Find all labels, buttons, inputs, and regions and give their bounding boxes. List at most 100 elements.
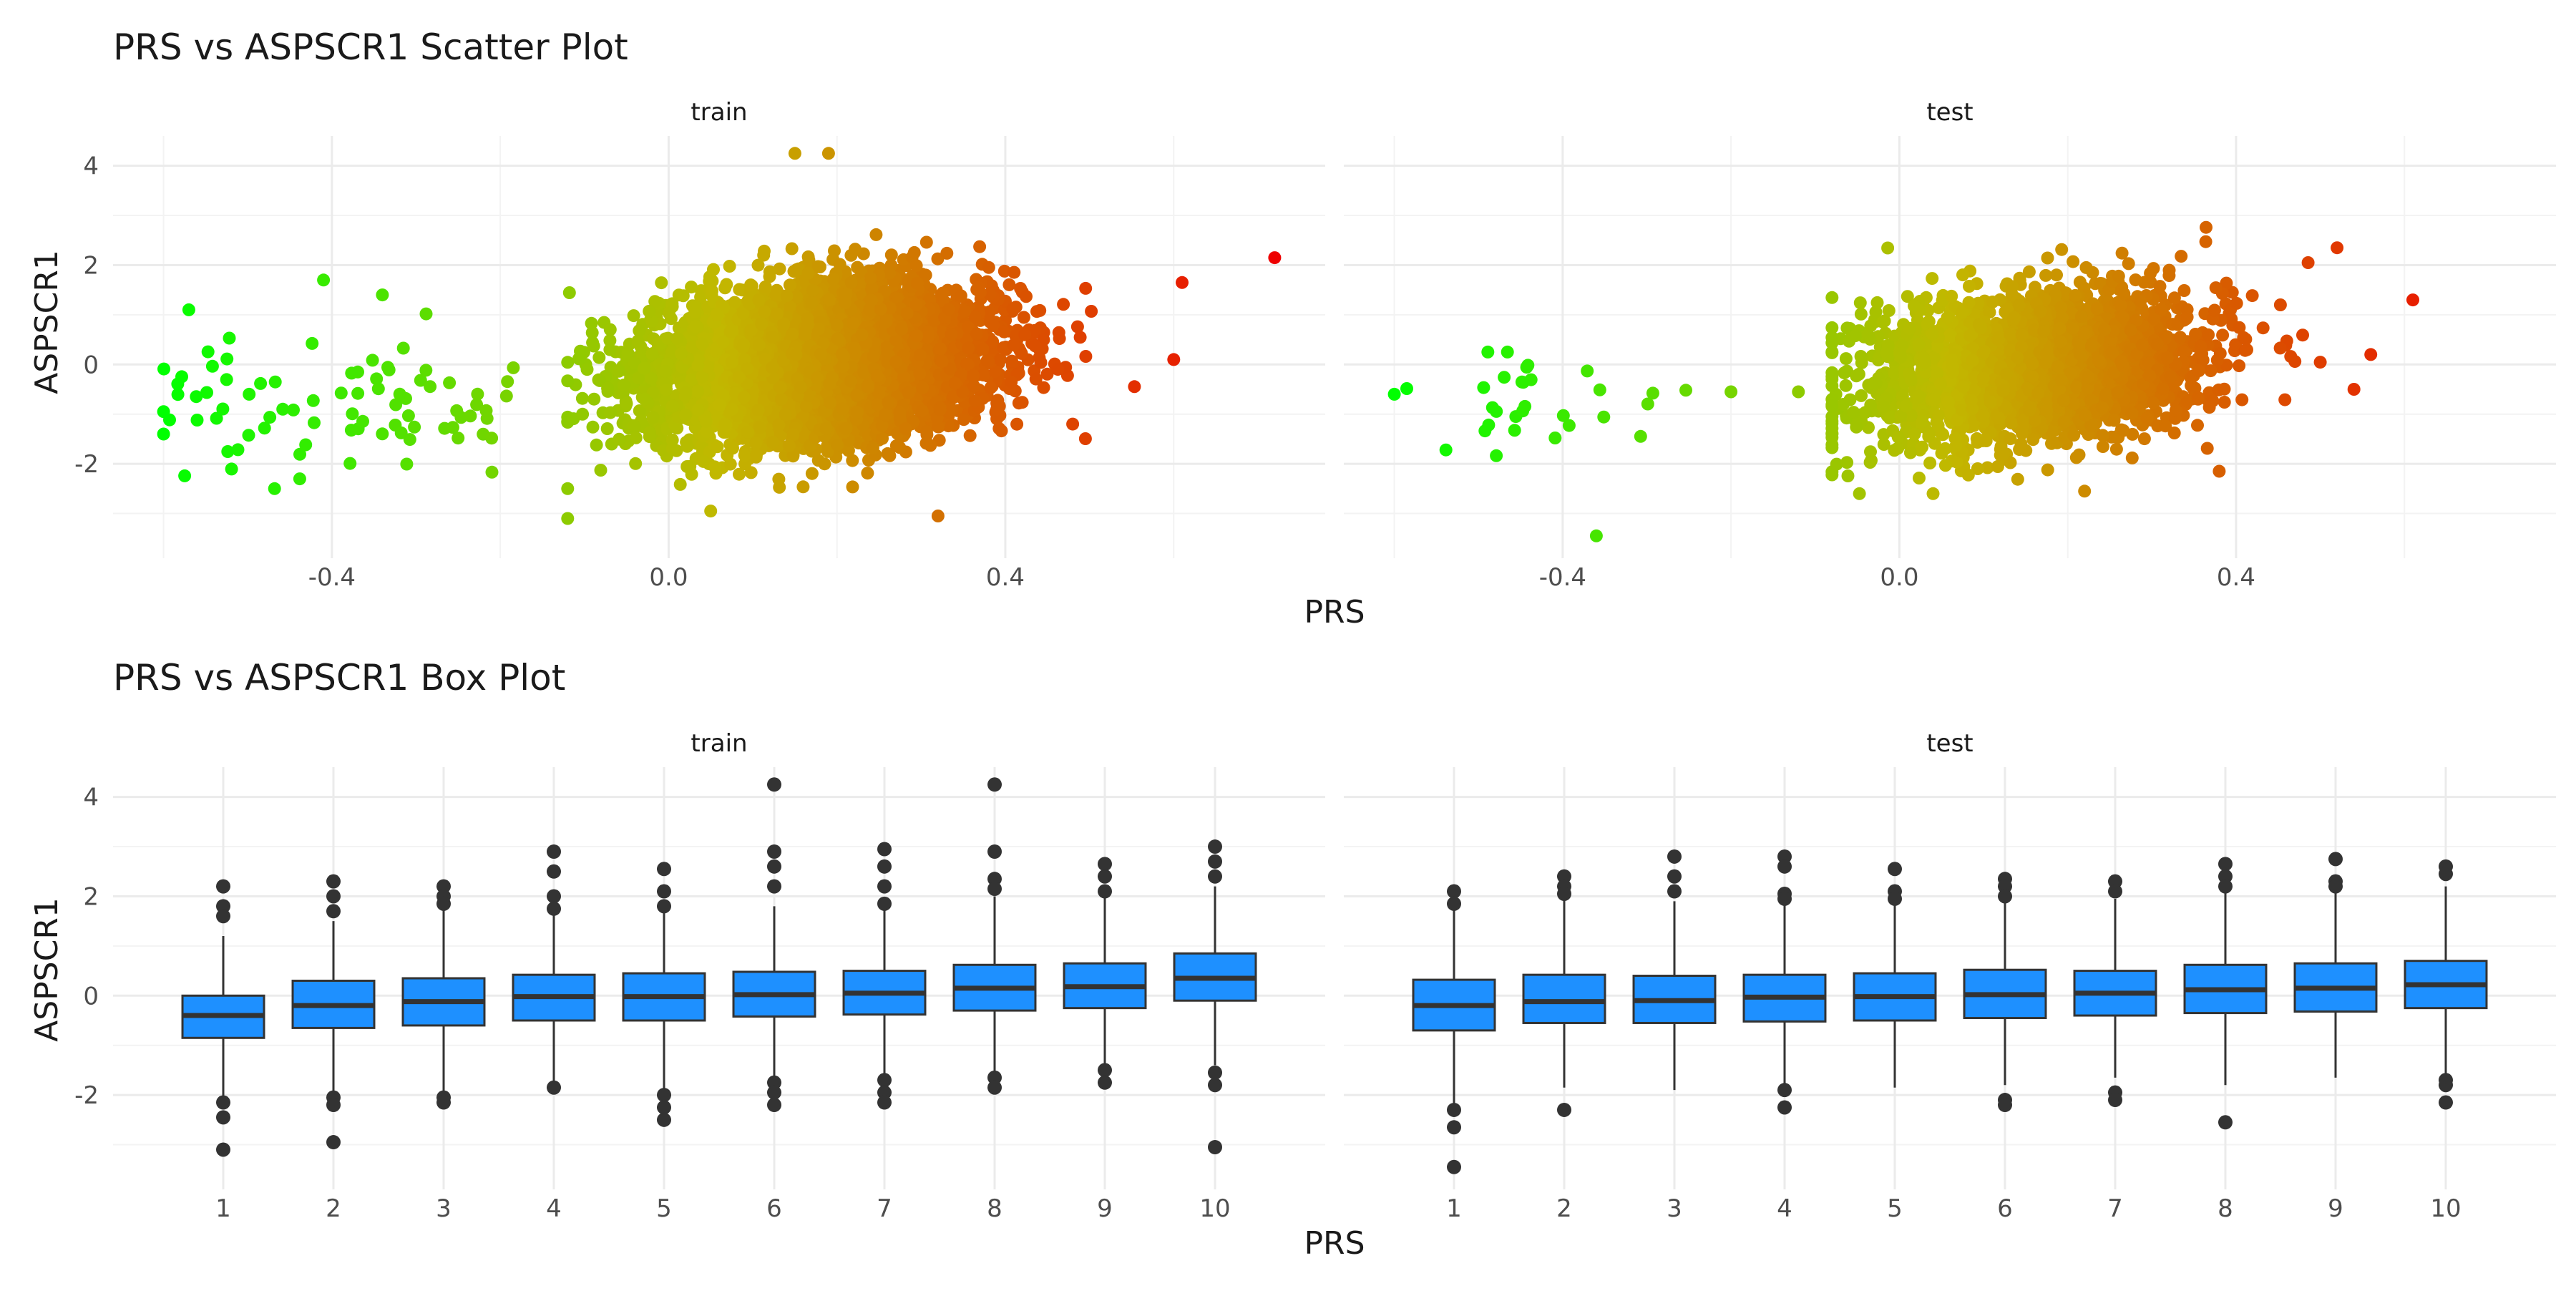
scatter-point [450,404,463,417]
scatter-point [711,440,724,453]
scatter-point [749,437,762,449]
scatter-point [913,367,926,380]
scatter-point [299,439,312,452]
scatter-point [263,411,276,424]
scatter-point [356,415,369,428]
scatter-point [958,305,971,318]
scatter-point [335,386,348,399]
scatter-point [345,366,358,379]
scatter-point [847,317,859,330]
scatter-point [1008,266,1020,279]
scatter-point [773,481,786,494]
scatter-point [595,464,608,477]
scatter-point [680,460,693,473]
scatter-point [419,364,432,376]
scatter-point [738,449,751,462]
scatter-point [901,307,914,320]
scatter-point [910,259,923,272]
scatter-point [839,422,852,435]
scatter-point [638,393,651,406]
scatter-point [861,467,874,479]
scatter-point [420,308,433,321]
scatter-point [713,399,726,411]
scatter-point [688,306,701,318]
scatter-point [581,363,594,376]
scatter-point [464,409,477,422]
scatter-point [818,457,831,470]
scatter-point [964,429,977,442]
scatter-point [202,346,215,359]
scatter-point [1008,338,1020,351]
scatter-point [647,411,660,424]
scatter-point [831,318,844,331]
scatter-point [370,372,383,385]
scatter-point [847,480,859,493]
scatter-point [366,354,379,366]
scatter-point [867,442,879,454]
scatter-point [796,480,809,493]
scatter-point [750,449,763,462]
scatter-point [587,393,600,406]
scatter-point [351,387,364,400]
scatter-point [771,308,784,321]
scatter-point [723,260,736,273]
scatter-point [920,437,933,449]
scatter-point [920,425,933,438]
scatter-point [801,267,814,280]
scatter-point [1010,418,1023,431]
scatter-point [269,376,282,389]
scatter-point [1085,305,1098,318]
scatter-point [563,286,576,299]
scatter-point [601,422,614,435]
scatter-point [592,351,605,364]
scatter-point [632,335,645,348]
scatter-point [914,349,927,361]
scatter-point [720,278,733,291]
scatter-point [307,394,320,407]
scatter-point [397,342,410,355]
scatter-point [759,281,772,293]
scatter-point [587,340,600,353]
scatter-point [806,467,819,480]
scatter-point [485,432,498,444]
scatter-point [781,289,794,302]
scatter-point [308,416,321,429]
scatter-point [223,332,236,345]
scatter-point [973,240,986,253]
scatter-point [916,381,929,394]
scatter-point [220,373,233,386]
scatter-point [851,406,864,419]
scatter-point [916,404,929,417]
scatter-point [982,261,995,274]
scatter-point [726,442,739,454]
scatter-point [603,334,616,347]
scatter-point [1074,331,1087,344]
scatter-point [586,326,599,339]
scatter-title: PRS vs ASPSCR1 Scatter Plot [113,26,628,68]
scatter-point [940,247,953,260]
scatter-point [1030,373,1043,386]
scatter-point [395,427,408,439]
scatter-point [576,392,589,405]
scatter-point [1128,380,1141,393]
scatter-point [831,439,844,452]
scatter-point [175,370,188,383]
scatter-point [685,281,698,293]
scatter-point [480,404,493,417]
scatter-point [343,457,356,470]
scatter-point [507,361,519,374]
scatter-point [882,396,895,409]
scatter-point [613,433,625,446]
scatter-point [982,355,995,368]
scatter-point [674,478,687,491]
scatter-point [1005,376,1018,389]
scatter-point [680,436,693,449]
scatter-point [1079,350,1092,363]
scatter-point [243,388,255,401]
scatter-point [268,482,281,495]
scatter-point [655,276,668,289]
scatter-point [629,457,642,470]
scatter-point [1051,363,1064,376]
scatter-point [717,336,730,349]
scatter-point [376,427,389,440]
